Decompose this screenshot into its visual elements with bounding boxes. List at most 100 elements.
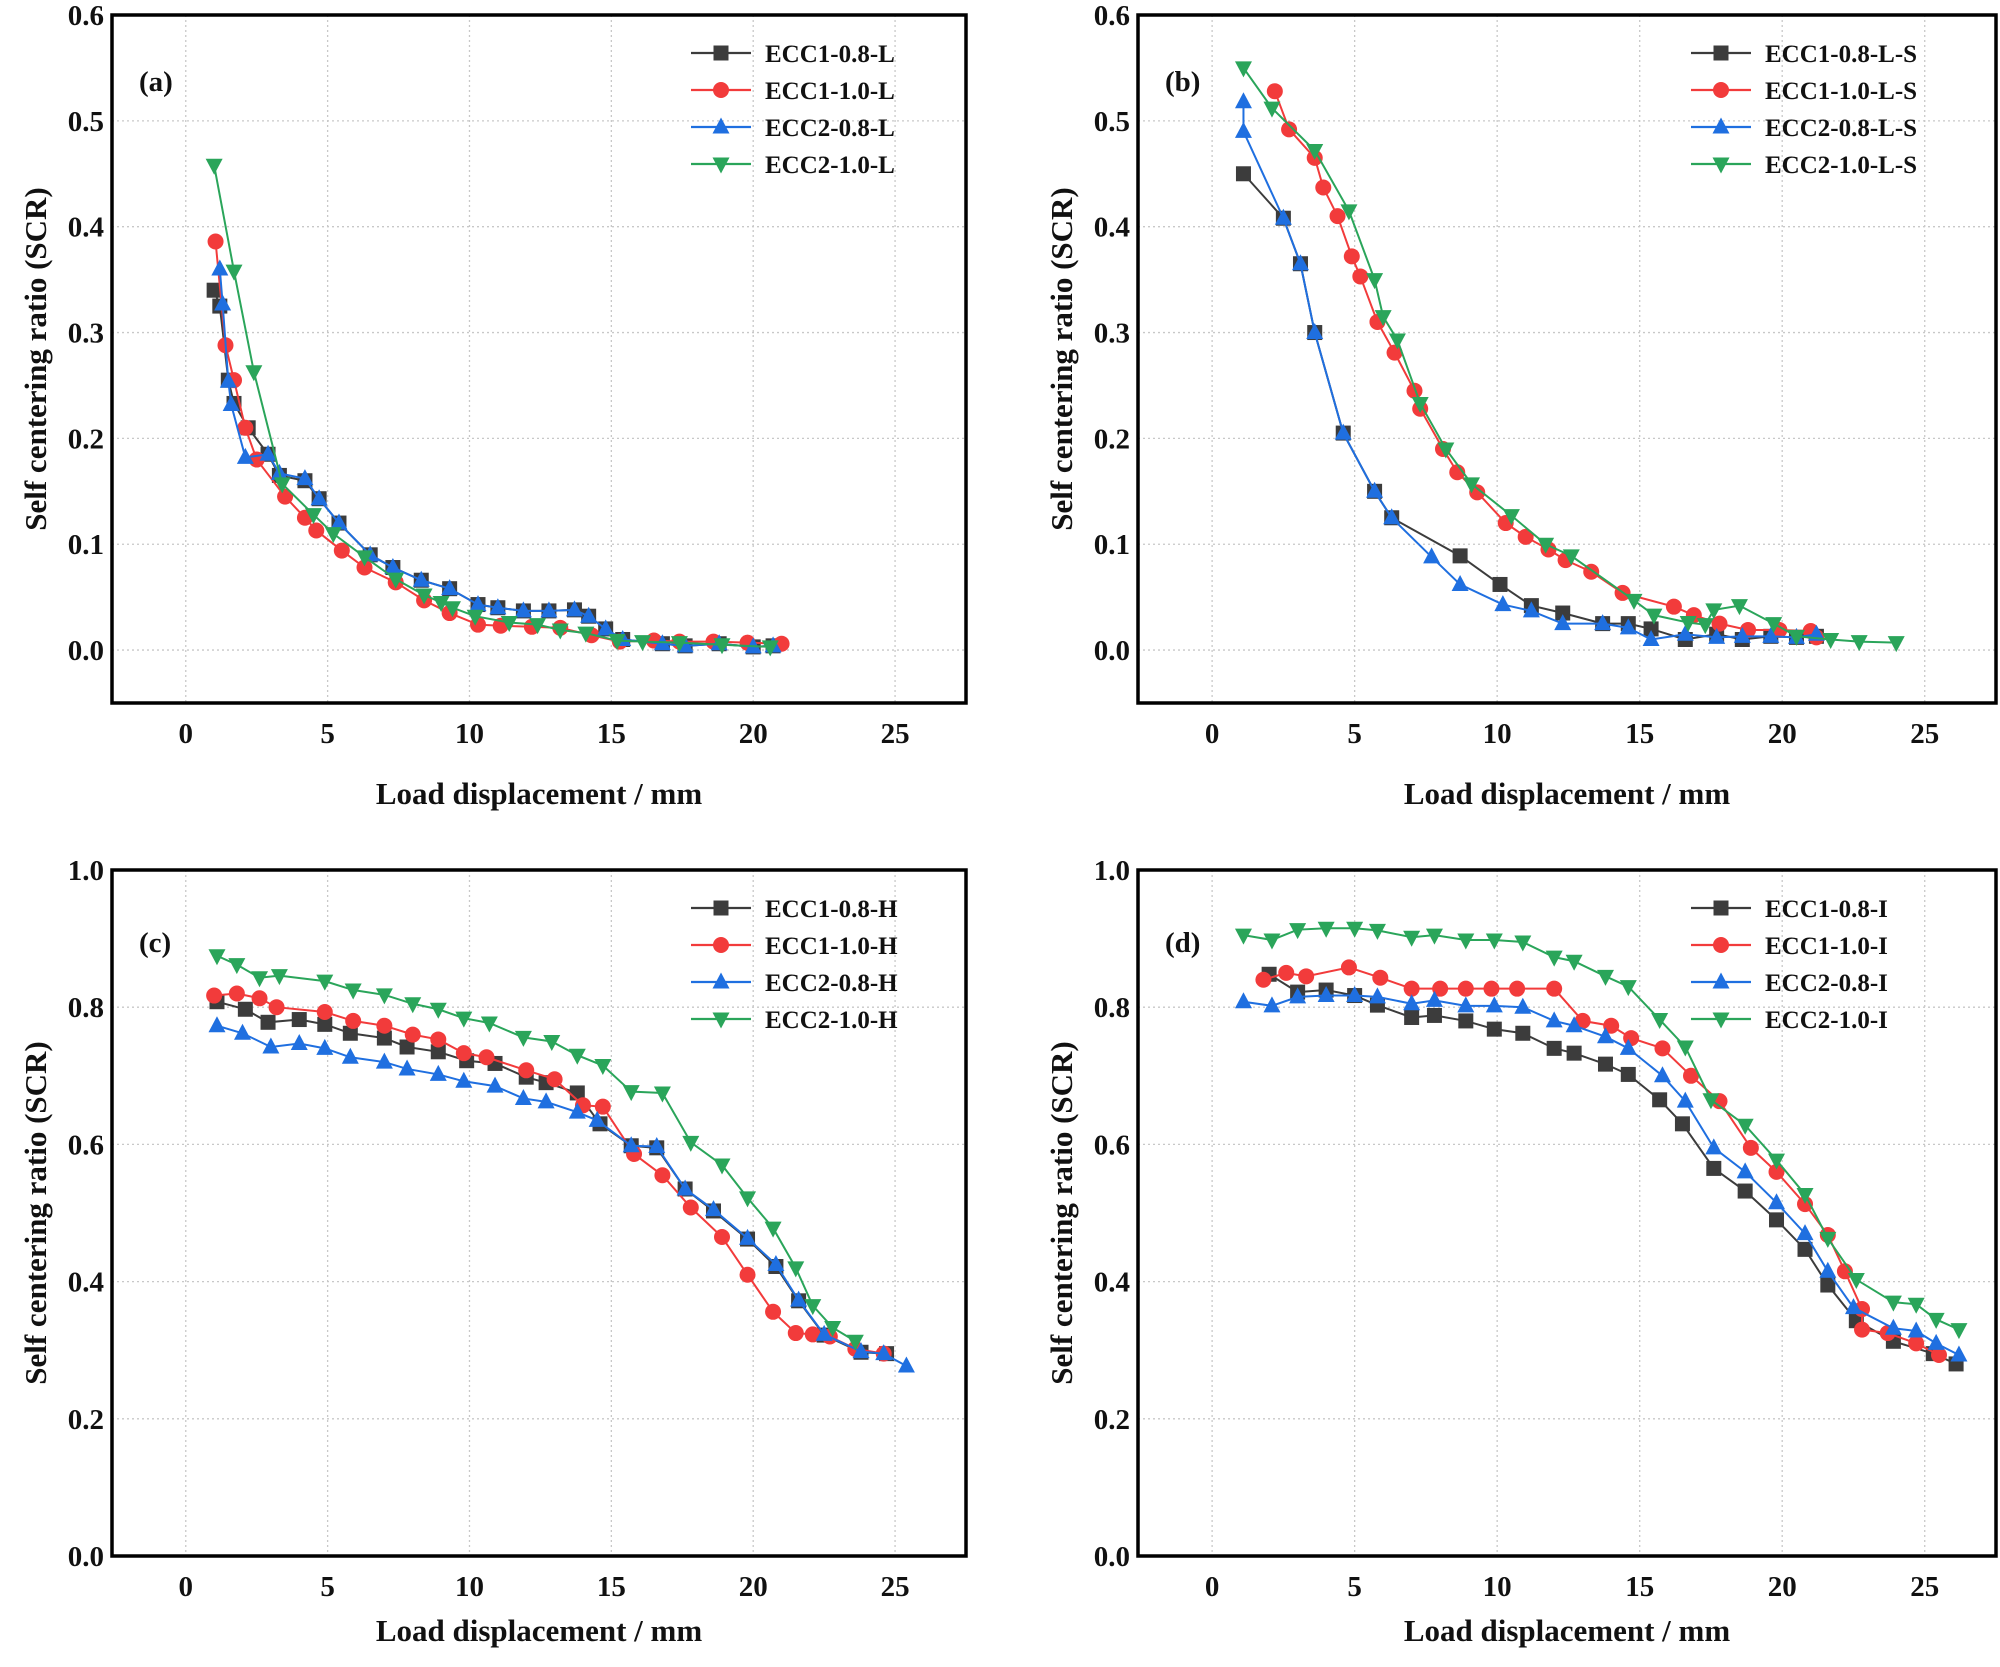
legend-entry: ECC2-1.0-I (1691, 1007, 1888, 1034)
data-point (1950, 1345, 1968, 1362)
x-tick-label: 20 (739, 1571, 768, 1603)
plot-frame (1136, 868, 1998, 1558)
y-tick-label: 0.5 (1094, 106, 1130, 138)
legend-label: ECC2-0.8-L (765, 115, 895, 142)
x-tick-label: 15 (597, 718, 626, 750)
data-point (330, 513, 348, 530)
legend-entry: ECC2-0.8-L (691, 115, 895, 142)
data-point (1623, 1030, 1640, 1047)
data-point (304, 508, 322, 525)
data-point (1665, 598, 1682, 615)
x-tick-label: 5 (320, 1571, 335, 1603)
x-tick-label: 25 (881, 1571, 910, 1603)
data-point (404, 997, 422, 1014)
data-point (415, 588, 433, 605)
data-point (713, 1158, 731, 1175)
x-tick-label: 0 (179, 1571, 194, 1603)
chart-panel-c: 0 5 10 15 20 25 0.0 0.2 0.4 0.6 0.8 1.0 ECC1-0.8-H EC… (18, 855, 968, 1648)
legend-label: ECC2-1.0-L (765, 152, 895, 179)
data-point (514, 1030, 532, 1047)
data-point (443, 601, 461, 618)
legend-marker (712, 157, 730, 174)
legend-label: ECC1-0.8-L (765, 41, 895, 68)
legend-marker (713, 45, 729, 61)
data-point (608, 634, 626, 651)
x-tick-label: 0 (1205, 1571, 1220, 1603)
data-point (317, 1016, 333, 1032)
data-point (1426, 1007, 1442, 1023)
data-point (654, 1167, 671, 1184)
y-tick-label: 0.2 (1094, 1404, 1130, 1436)
data-point (1674, 1116, 1690, 1132)
data-point (1486, 1021, 1502, 1037)
y-tick-label: 0.0 (1094, 635, 1130, 667)
data-point (430, 1044, 446, 1060)
series-ECC1-0.8-L (206, 282, 781, 655)
data-point (236, 447, 254, 464)
data-point (634, 635, 652, 652)
data-point (1887, 636, 1905, 653)
data-point (1736, 1162, 1754, 1179)
data-point (1263, 996, 1281, 1013)
x-axis-title: Load displacement / mm (376, 776, 703, 811)
data-point (1298, 968, 1315, 985)
data-point (345, 1012, 362, 1029)
data-point (1796, 1224, 1814, 1241)
data-point (739, 1191, 757, 1208)
data-point (1844, 1298, 1862, 1315)
data-point (1423, 547, 1441, 564)
data-point (245, 365, 263, 382)
data-point (648, 1136, 666, 1153)
data-point (1463, 477, 1481, 494)
data-point (568, 1048, 586, 1065)
data-point (310, 489, 328, 506)
legend-entry: ECC1-0.8-H (691, 896, 898, 923)
data-point (852, 1342, 870, 1359)
data-point (529, 618, 547, 635)
data-point (225, 264, 243, 281)
data-point (290, 1034, 308, 1051)
legend-entry: ECC1-1.0-H (691, 933, 898, 960)
series-line (1243, 994, 1960, 1356)
x-tick-label: 0 (1205, 718, 1220, 750)
data-point (546, 1071, 563, 1088)
data-point (1768, 1153, 1786, 1170)
data-point (1565, 954, 1583, 971)
data-point (1820, 1277, 1836, 1293)
data-point (815, 1324, 833, 1341)
series-ECC2-0.8-H (208, 1016, 915, 1373)
data-point (237, 1001, 253, 1017)
data-point (1404, 1009, 1420, 1025)
data-point (1847, 1273, 1865, 1290)
data-point (1494, 595, 1512, 612)
data-point (1769, 1212, 1785, 1228)
data-point (1485, 933, 1503, 950)
data-point (1711, 615, 1728, 632)
legend-label: ECC2-0.8-L-S (1765, 115, 1917, 142)
legend-label: ECC1-1.0-I (1765, 933, 1888, 960)
x-tick-label: 25 (881, 718, 910, 750)
panel-label: (a) (139, 66, 173, 98)
data-point (1483, 980, 1500, 997)
x-tick-label: 0 (179, 718, 194, 750)
legend-entry: ECC2-1.0-L-S (1691, 152, 1917, 179)
data-point (1797, 1241, 1813, 1257)
y-tick-label: 0.0 (1094, 1541, 1130, 1573)
data-point (1517, 528, 1534, 545)
plot-frame (1136, 13, 1998, 705)
series-line (1242, 101, 1817, 641)
data-point (1372, 969, 1389, 986)
data-point (580, 606, 598, 623)
data-point (1403, 980, 1420, 997)
data-point (588, 1110, 606, 1127)
data-point (787, 1261, 805, 1278)
x-tick-label: 10 (455, 718, 484, 750)
data-point (1502, 509, 1520, 526)
data-point (1346, 921, 1364, 938)
data-point (1603, 1017, 1620, 1034)
series-ECC2-1.0-I (1234, 921, 1968, 1340)
plot-frame (110, 13, 968, 705)
data-point (1368, 923, 1386, 940)
data-point (1884, 1295, 1902, 1312)
data-point (214, 294, 232, 311)
